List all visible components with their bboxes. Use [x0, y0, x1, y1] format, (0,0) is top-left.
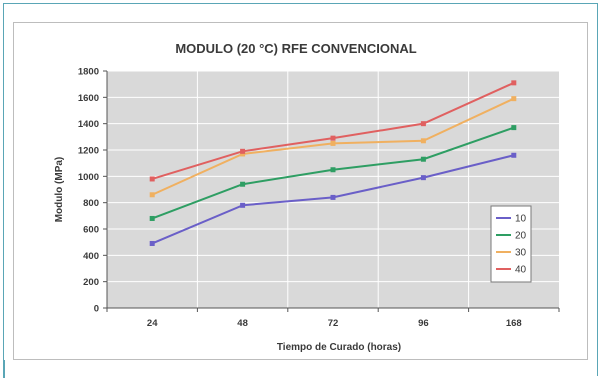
data-point-30 — [149, 192, 155, 198]
data-point-40 — [511, 80, 517, 86]
y-tick-label: 600 — [83, 225, 99, 236]
x-tick-label: 24 — [147, 318, 158, 329]
x-tick-label: 72 — [328, 318, 339, 329]
legend: 10 20 30 40 — [490, 205, 532, 283]
data-point-10 — [240, 202, 246, 208]
legend-label-30: 30 — [515, 248, 527, 259]
x-tick-label: 48 — [237, 318, 248, 329]
legend-label-10: 10 — [515, 214, 527, 225]
data-point-40 — [330, 135, 336, 141]
y-tick-label: 0 — [94, 304, 99, 315]
y-tick-label: 200 — [83, 277, 99, 288]
y-tick-label: 400 — [83, 251, 99, 262]
data-point-10 — [330, 194, 336, 200]
data-point-20 — [330, 167, 336, 173]
data-point-30 — [240, 151, 246, 157]
frame-edge — [3, 360, 5, 378]
axes: 0 200 400 600 800 1000 1200 1400 1600 1800 24 48 72 9… — [78, 67, 560, 329]
plot-area — [107, 71, 559, 308]
y-tick-label: 1800 — [78, 67, 99, 78]
data-point-30 — [330, 140, 336, 146]
data-point-20 — [149, 215, 155, 221]
chart-title: MODULO (20 °C) RFE CONVENCIONAL — [175, 41, 416, 56]
data-point-10 — [420, 175, 426, 181]
data-point-30 — [511, 96, 517, 102]
y-tick-label: 1200 — [78, 146, 99, 157]
x-axis-label: Tiempo de Curado (horas) — [277, 342, 401, 353]
y-tick-label: 1400 — [78, 119, 99, 130]
legend-label-20: 20 — [515, 231, 527, 242]
chart-container: MODULO (20 °C) RFE CONVENCIONAL 0 200 400 6… — [13, 22, 588, 360]
x-tick-label: 168 — [506, 318, 522, 329]
data-point-20 — [420, 156, 426, 162]
data-point-40 — [420, 121, 426, 127]
data-point-40 — [149, 176, 155, 182]
line-chart: MODULO (20 °C) RFE CONVENCIONAL 0 200 400 6… — [54, 41, 560, 353]
data-point-20 — [240, 181, 246, 187]
y-tick-label: 1000 — [78, 172, 99, 183]
y-tick-label: 800 — [83, 198, 99, 209]
series-lines — [149, 80, 517, 246]
data-point-10 — [511, 152, 517, 158]
data-point-20 — [511, 125, 517, 131]
x-tick-label: 96 — [418, 318, 429, 329]
data-point-30 — [420, 138, 426, 144]
data-point-10 — [149, 240, 155, 246]
legend-label-40: 40 — [515, 265, 527, 276]
grid-lines — [107, 70, 559, 309]
data-point-40 — [240, 148, 246, 154]
y-axis-label: Modulo (MPa) — [54, 157, 65, 223]
y-tick-label: 1600 — [78, 93, 99, 104]
